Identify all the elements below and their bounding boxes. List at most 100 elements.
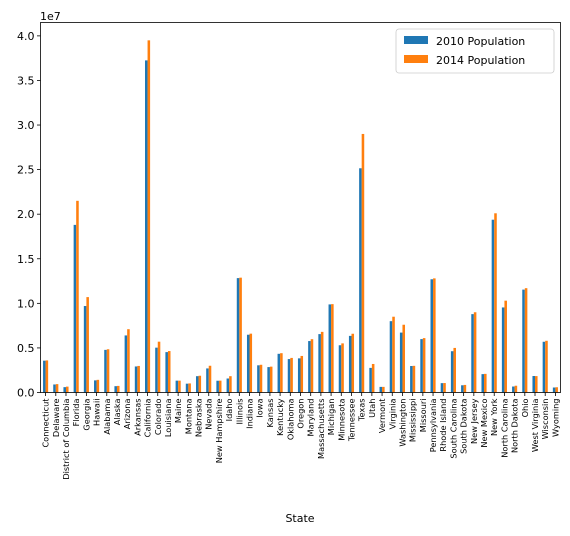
- bar-2014: [504, 300, 507, 393]
- bar-2014: [96, 379, 100, 393]
- x-tick-label: Iowa: [255, 399, 265, 418]
- bar-2014: [514, 385, 518, 393]
- x-tick-label: South Dakota: [459, 399, 469, 454]
- bar-2014: [269, 366, 273, 393]
- bar-2014: [382, 386, 385, 393]
- bar-2014: [524, 288, 528, 393]
- x-tick-label: Wisconsin: [540, 399, 550, 440]
- x-tick-label: Kansas: [265, 399, 275, 428]
- y-tick-label: 3.0: [17, 119, 35, 132]
- x-tick-label: New Hampshire: [214, 399, 224, 464]
- x-tick-label: Ohio: [520, 399, 530, 418]
- y-tick-label: 4.0: [17, 30, 35, 43]
- legend-label-2014: 2014 Population: [436, 54, 525, 67]
- x-tick-label: Maryland: [306, 399, 316, 437]
- bar-2010: [257, 365, 260, 393]
- x-tick-label: Tennessee: [346, 399, 356, 443]
- bar-2010: [165, 352, 168, 393]
- x-tick-label: Nebraska: [194, 399, 204, 438]
- x-tick-label: Virginia: [387, 399, 397, 430]
- bar-2014: [249, 333, 253, 393]
- bar-2010: [430, 279, 434, 393]
- bar-2014: [290, 357, 293, 393]
- bar-2014: [310, 339, 314, 393]
- bar-2014: [473, 312, 477, 393]
- y-tick-label: 2.5: [17, 164, 35, 177]
- bar-2010: [461, 385, 464, 393]
- x-tick-label: Nevada: [204, 399, 214, 430]
- bar-2014: [453, 347, 456, 393]
- bar-2010: [124, 335, 128, 393]
- bar-2010: [552, 387, 556, 393]
- legend-box: [395, 28, 555, 74]
- x-tick-label: New York: [489, 398, 499, 436]
- x-tick-label: North Dakota: [510, 399, 520, 454]
- bar-2010: [73, 224, 77, 393]
- bar-2014: [239, 277, 242, 393]
- x-tick-label: Utah: [367, 399, 377, 418]
- x-tick-label: Massachusetts: [316, 399, 326, 460]
- legend-swatch-2014: [404, 55, 428, 63]
- x-tick-label: Rhode Island: [438, 399, 448, 452]
- x-tick-label: Louisiana: [163, 399, 173, 438]
- bar-2014: [137, 365, 140, 393]
- bar-2010: [226, 378, 230, 393]
- x-tick-label: Alabama: [102, 399, 112, 435]
- bar-2010: [83, 306, 87, 393]
- bar-2010: [155, 347, 158, 393]
- bar-2014: [371, 363, 375, 393]
- x-tick-label: Maine: [173, 399, 183, 424]
- bar-2014: [45, 360, 49, 393]
- x-tick-label: California: [143, 399, 153, 438]
- bar-2014: [76, 200, 79, 393]
- y-tick-label: 1.0: [17, 297, 35, 310]
- bar-2010: [318, 334, 321, 393]
- bar-2010: [471, 314, 474, 393]
- x-tick-label: Minnesota: [336, 399, 346, 441]
- bar-2010: [440, 383, 444, 393]
- x-axis: Connecticut Delaware District of Columbia F…: [41, 392, 560, 480]
- x-tick-label: Georgia: [81, 399, 91, 431]
- x-tick-label: Connecticut: [41, 398, 51, 448]
- bar-2010: [145, 60, 148, 393]
- bar-2014: [351, 333, 355, 393]
- bar-2010: [297, 358, 301, 393]
- bar-2014: [280, 353, 283, 393]
- x-tick-label: Colorado: [153, 399, 163, 436]
- bar-2010: [236, 278, 240, 393]
- bar-2014: [198, 375, 202, 393]
- bar-2010: [114, 386, 117, 393]
- bar-2014: [402, 324, 406, 393]
- bar-2014: [86, 297, 89, 393]
- y-tick-label: 2.0: [17, 208, 35, 221]
- x-tick-label: Wyoming: [550, 399, 560, 437]
- bar-2010: [63, 387, 66, 393]
- bar-2014: [65, 386, 69, 393]
- x-tick-label: Florida: [71, 399, 81, 427]
- x-tick-label: Michigan: [326, 399, 336, 436]
- bar-2014: [178, 380, 181, 393]
- x-tick-label: Montana: [183, 399, 193, 435]
- x-tick-label: Oklahoma: [285, 399, 295, 441]
- y-tick-label: 1.5: [17, 253, 35, 266]
- x-tick-label: Oregon: [296, 399, 306, 429]
- bar-2010: [369, 367, 372, 393]
- bar-2010: [216, 380, 219, 393]
- x-tick-label: Pennsylvania: [428, 399, 438, 453]
- bar-2010: [53, 384, 56, 393]
- bar-2010: [277, 353, 281, 393]
- bar-2014: [300, 355, 304, 393]
- bar-2014: [443, 383, 446, 393]
- bar-2010: [542, 341, 546, 393]
- bar-2014: [218, 380, 222, 393]
- bar-2010: [389, 321, 393, 393]
- bar-2010: [481, 374, 485, 393]
- x-tick-label: Texas: [357, 399, 367, 423]
- x-tick-label: Kentucky: [275, 398, 285, 436]
- x-tick-label: Arizona: [122, 399, 132, 430]
- bar-2014: [392, 316, 395, 393]
- bar-2010: [399, 332, 403, 393]
- bar-2010: [522, 289, 525, 393]
- x-tick-label: Delaware: [51, 399, 61, 438]
